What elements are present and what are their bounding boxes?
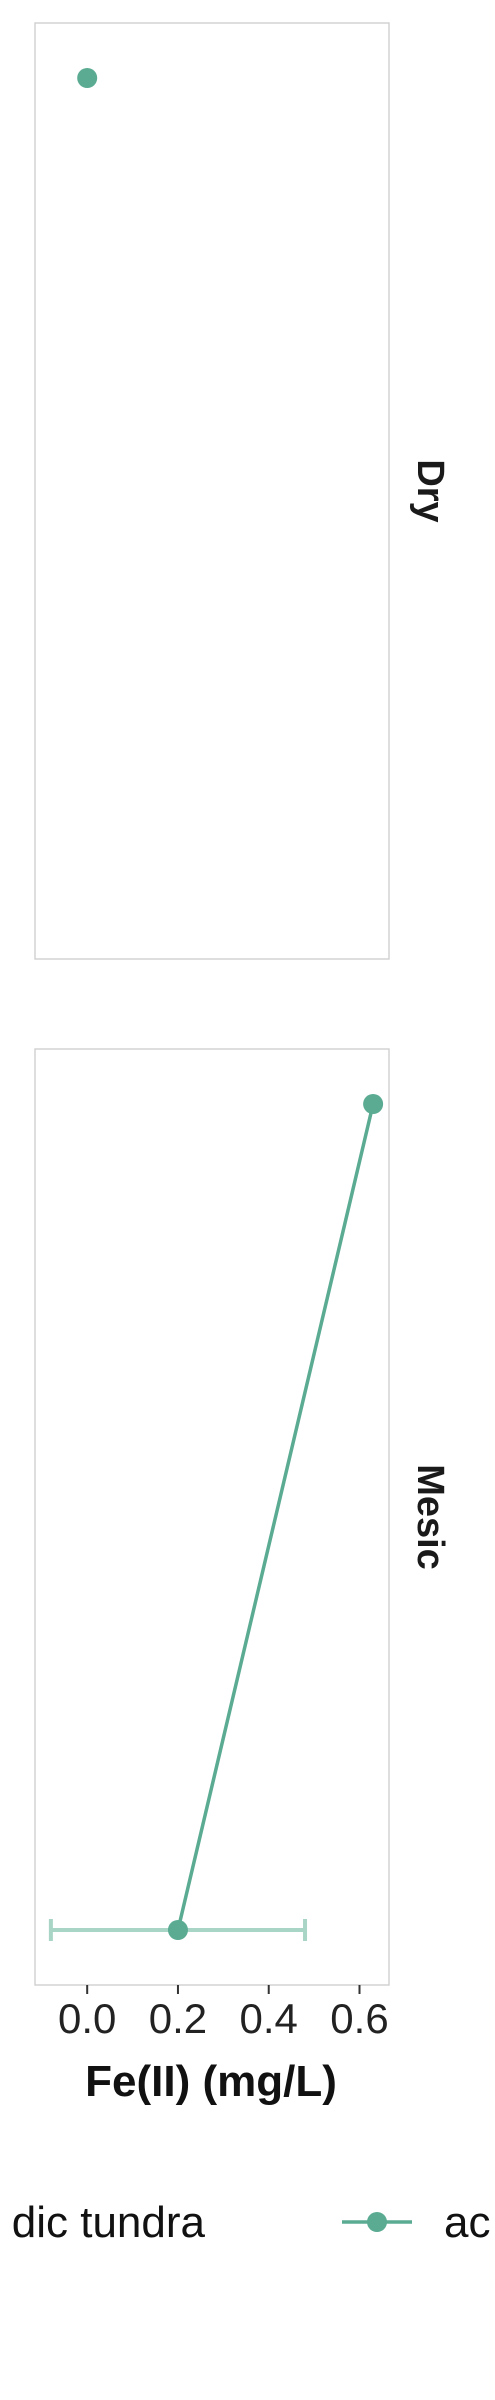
legend: dic tundra ac xyxy=(12,2198,491,2247)
x-axis: 0.0 0.2 0.4 0.6 xyxy=(58,1985,389,2042)
panel-mesic: Mesic xyxy=(34,1048,451,1986)
x-tick-label: 0.6 xyxy=(330,1995,388,2042)
data-point xyxy=(363,1094,384,1114)
panel-frame xyxy=(34,22,390,960)
data-point xyxy=(77,68,98,88)
facet-label: Mesic xyxy=(409,1464,451,1570)
facet-label: Dry xyxy=(409,459,451,522)
legend-label: ac xyxy=(444,2198,490,2247)
x-tick-label: 0.0 xyxy=(58,1995,116,2042)
legend-key xyxy=(342,2212,412,2232)
panel-frame xyxy=(34,1048,390,1986)
x-tick-label: 0.4 xyxy=(240,1995,298,2042)
x-axis-title: Fe(II) (mg/L) xyxy=(85,2057,337,2106)
x-tick-label: 0.2 xyxy=(149,1995,207,2042)
data-point xyxy=(167,1920,188,1940)
panels-layer: Dry Mesic xyxy=(34,22,451,1986)
series-line xyxy=(176,1103,375,1931)
legend-label: dic tundra xyxy=(12,2198,206,2247)
panel-dry: Dry xyxy=(34,22,451,960)
